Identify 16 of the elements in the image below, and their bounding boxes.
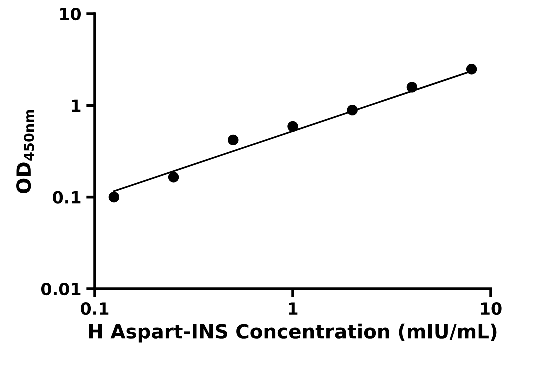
x-tick-label: 10 [481,302,502,316]
x-axis-title: H Aspart-INS Concentration (mIU/mL) [89,324,497,343]
y-tick-label: 1 [72,100,81,112]
point [406,82,418,93]
point [108,192,120,203]
y-tick-label: 0.01 [41,282,81,296]
y-axis-title: OD$_{450nm}$ [16,110,34,194]
y-tick-label: 10 [60,8,82,21]
point [466,64,478,75]
x-tick-label: 1 [289,302,298,315]
point [288,121,298,132]
point [347,104,358,116]
point [168,172,180,183]
x-tick-label: 0.1 [81,302,109,316]
y-tick-label: 0.1 [53,191,81,204]
point [228,134,239,146]
